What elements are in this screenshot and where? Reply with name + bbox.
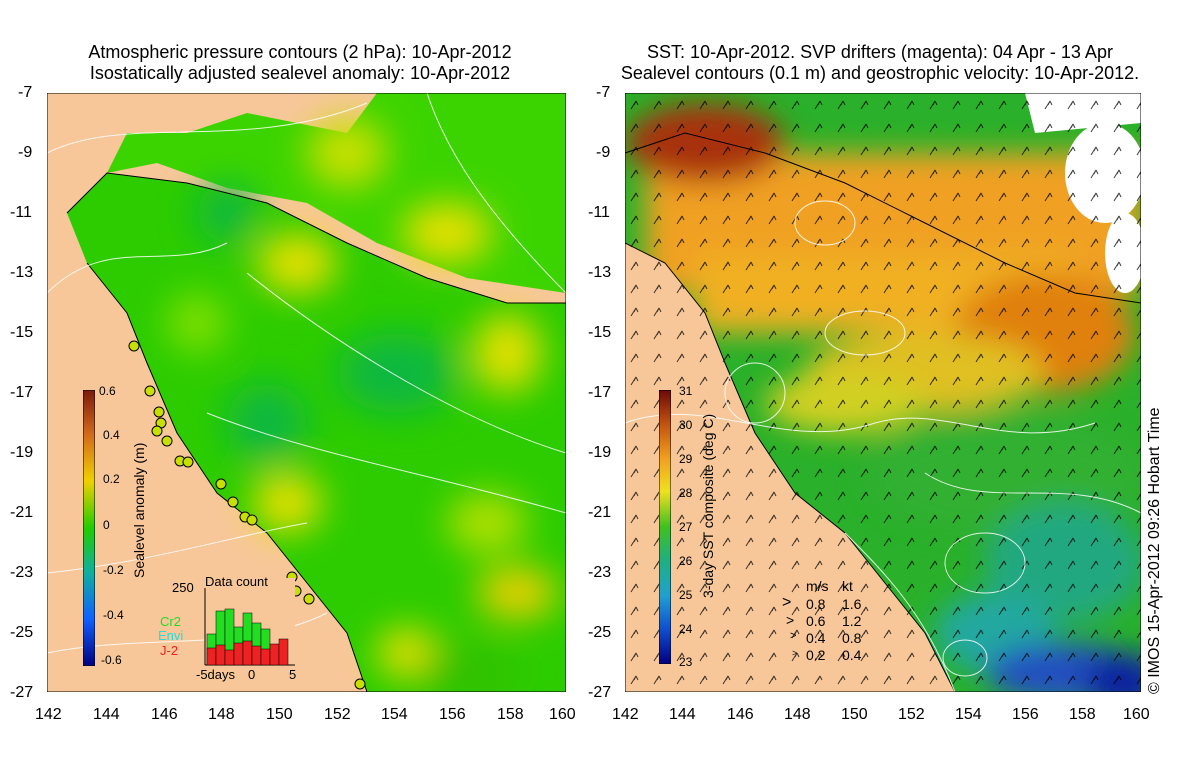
- sealevel-colorbar: [83, 390, 95, 666]
- lon-tick-left-7: 156: [439, 706, 466, 723]
- lon-tick-right-0: 142: [612, 706, 639, 723]
- speed-arrow-1: >: [786, 612, 795, 628]
- speed-row-2-ms: 0.4: [806, 630, 826, 646]
- left-title-line1: Atmospheric pressure contours (2 hPa): 1…: [88, 42, 512, 62]
- sst-colorbar: [659, 390, 671, 664]
- lon-tick-right-6: 154: [955, 706, 982, 723]
- sla-tick-1: 0.4: [103, 428, 120, 442]
- sst-tick-6: 25: [679, 588, 693, 602]
- sla-tick-0: 0.6: [99, 384, 116, 398]
- lon-tick-left-4: 150: [266, 706, 293, 723]
- speed-row-1-kt: 1.2: [842, 613, 862, 629]
- sla-tick-3: 0: [103, 518, 110, 532]
- sst-tick-8: 23: [679, 655, 693, 669]
- sst-colorbar-title: 3-day SST composite (deg C): [700, 413, 716, 598]
- lon-tick-right-7: 156: [1012, 706, 1039, 723]
- lat-tick-right-6: -19: [588, 444, 612, 461]
- sst-tick-2: 29: [679, 452, 693, 466]
- lat-tick-right-3: -13: [588, 264, 612, 281]
- lon-tick-right-1: 144: [669, 706, 696, 723]
- inset-xlabel-2: 5: [289, 667, 297, 682]
- sla-tick-5: -0.4: [103, 608, 124, 622]
- speed-arrow-0: >: [782, 594, 792, 611]
- sealevel-map: [47, 93, 566, 692]
- lat-tick-left-4: -15: [10, 324, 34, 341]
- sst-tick-3: 28: [679, 486, 693, 500]
- left-title-line2: Isostatically adjusted sealevel anomaly:…: [89, 63, 511, 83]
- lon-tick-left-9: 160: [549, 706, 576, 723]
- lat-tick-left-2: -11: [10, 204, 32, 221]
- lat-tick-right-0: -7: [596, 84, 611, 101]
- lon-tick-right-3: 148: [784, 706, 811, 723]
- speed-row-1-ms: 0.6: [806, 613, 826, 629]
- lon-tick-right-9: 160: [1123, 706, 1150, 723]
- sla-tick-2: 0.2: [103, 472, 120, 486]
- sst-tick-0: 31: [679, 384, 693, 398]
- speed-arrow-2: >: [790, 630, 797, 642]
- inset-ymax: 250: [172, 580, 194, 595]
- speed-row-3-kt: 0.4: [842, 647, 862, 663]
- lat-tick-right-10: -27: [588, 684, 612, 701]
- lon-tick-left-0: 142: [35, 706, 62, 723]
- lat-tick-right-2: -11: [588, 204, 610, 221]
- sst-tick-1: 30: [679, 418, 693, 432]
- lon-tick-right-2: 146: [727, 706, 754, 723]
- speed-row-0-ms: 0.8: [806, 596, 826, 612]
- inset-title: Data count: [205, 574, 268, 589]
- data-count-inset: [204, 578, 295, 666]
- lat-tick-right-1: -9: [596, 144, 611, 161]
- speed-header-ms: m/s: [806, 578, 829, 594]
- lon-tick-left-3: 148: [208, 706, 235, 723]
- sst-tick-5: 26: [679, 554, 693, 568]
- speed-row-3-ms: 0.2: [806, 647, 826, 663]
- lon-tick-right-4: 150: [841, 706, 868, 723]
- lon-tick-left-6: 154: [381, 706, 408, 723]
- sla-colorbar-title: Sealevel anomaly (m): [131, 442, 147, 578]
- lat-tick-left-10: -27: [10, 684, 34, 701]
- lat-tick-left-3: -13: [10, 264, 34, 281]
- lat-tick-left-7: -21: [10, 504, 34, 521]
- inset-legend-j2: J-2: [160, 643, 179, 658]
- lon-tick-right-8: 158: [1069, 706, 1096, 723]
- lon-tick-left-8: 158: [497, 706, 524, 723]
- sla-tick-6: -0.6: [101, 653, 122, 667]
- lat-tick-right-8: -23: [588, 564, 612, 581]
- lat-tick-right-5: -17: [588, 384, 612, 401]
- right-title-line2: Sealevel contours (0.1 m) and geostrophi…: [620, 63, 1140, 83]
- speed-row-2-kt: 0.8: [842, 630, 862, 646]
- speed-row-0-kt: 1.6: [842, 596, 862, 612]
- right-title-line1: SST: 10-Apr-2012. SVP drifters (magenta)…: [647, 42, 1113, 62]
- lon-tick-left-5: 152: [324, 706, 351, 723]
- lat-tick-left-1: -9: [18, 144, 33, 161]
- lat-tick-left-0: -7: [18, 84, 33, 101]
- inset-xlabel-0: -5days: [196, 667, 236, 682]
- credit-text: © IMOS 15-Apr-2012 09:26 Hobart Time: [1146, 407, 1163, 694]
- lat-tick-left-8: -23: [10, 564, 34, 581]
- sst-map: [625, 93, 1141, 692]
- inset-xlabel-1: 0: [248, 667, 256, 682]
- lat-tick-left-6: -19: [10, 444, 34, 461]
- sst-tick-7: 24: [679, 622, 693, 636]
- lon-tick-left-2: 146: [151, 706, 178, 723]
- sla-tick-4: -0.2: [103, 563, 124, 577]
- lat-tick-right-9: -25: [588, 624, 612, 641]
- lat-tick-left-9: -25: [10, 624, 34, 641]
- speed-header-kt: kt: [842, 578, 853, 594]
- speed-arrow-3: >: [792, 648, 798, 658]
- inset-legend-cr2: Cr2: [160, 614, 181, 629]
- lat-tick-left-5: -17: [10, 384, 34, 401]
- lat-tick-right-7: -21: [588, 504, 612, 521]
- lon-tick-left-1: 144: [93, 706, 120, 723]
- lon-tick-right-5: 152: [898, 706, 925, 723]
- lat-tick-right-4: -15: [588, 324, 612, 341]
- sst-tick-4: 27: [679, 520, 693, 534]
- inset-legend-envi: Envi: [158, 628, 184, 643]
